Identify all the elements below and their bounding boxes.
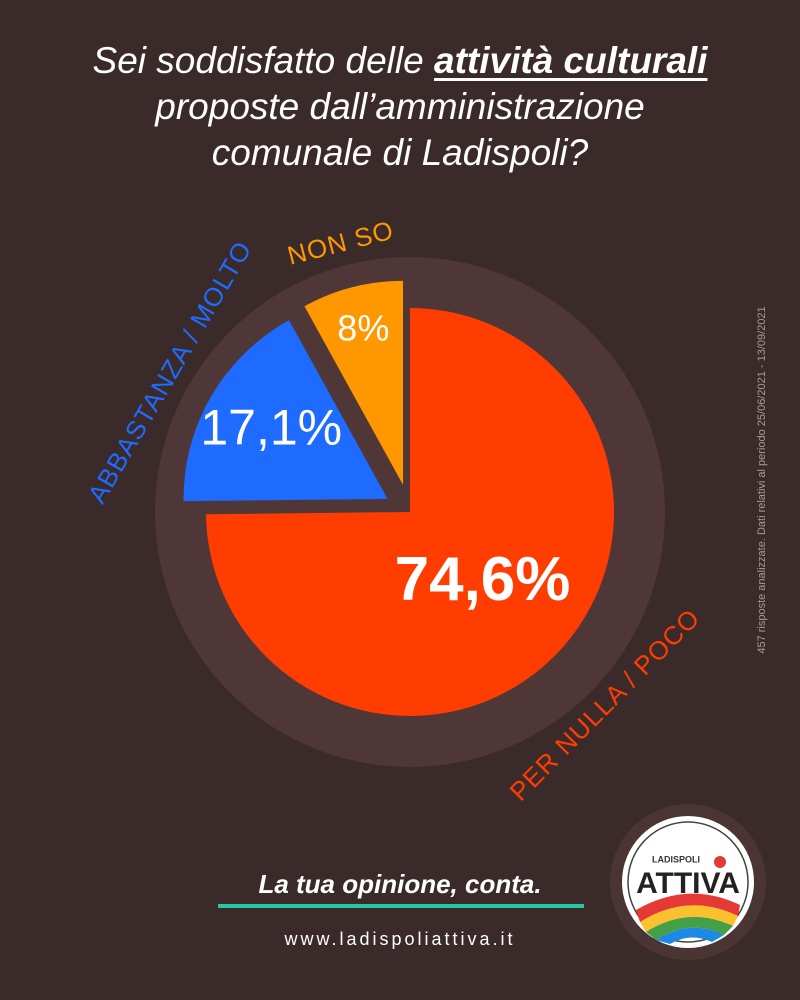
tagline: La tua opinione, conta. xyxy=(258,869,541,899)
value-label: 8% xyxy=(337,307,389,348)
tagline-underline xyxy=(218,904,584,908)
logo-stripe xyxy=(640,905,738,932)
pie-slice xyxy=(206,308,615,717)
chart-title: Sei soddisfatto delle attività culturali… xyxy=(40,38,760,176)
logo-stripe xyxy=(656,927,724,944)
logo-flower xyxy=(714,856,726,868)
logo-stripe xyxy=(646,916,733,940)
pie-slice xyxy=(304,280,404,485)
url: www.ladispoliattiva.it xyxy=(283,929,515,949)
logo-ring xyxy=(627,821,749,943)
title-text: Sei soddisfatto delle xyxy=(92,40,424,81)
title-text: proposte dall’amministrazione xyxy=(155,86,645,127)
title-text: comunale di Ladispoli? xyxy=(211,132,589,173)
logo-stripe xyxy=(636,893,740,922)
title-highlight: attività culturali xyxy=(434,40,708,81)
logo-top: LADISPOLI xyxy=(652,854,700,864)
logo-name: ATTIVA xyxy=(636,867,740,900)
pie-slice xyxy=(183,320,388,502)
note: 457 risposte analizzate. Dati relativi a… xyxy=(756,306,768,653)
logo: LADISPOLI ATTIVA xyxy=(610,804,766,960)
value-label: 74,6% xyxy=(395,545,571,614)
value-label: 17,1% xyxy=(200,399,342,455)
